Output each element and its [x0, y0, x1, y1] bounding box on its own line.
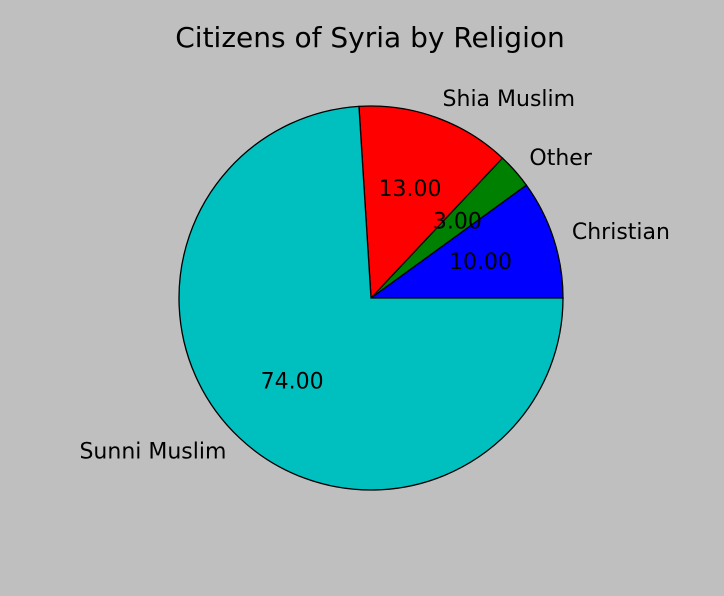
- chart-title: Citizens of Syria by Religion: [175, 21, 564, 54]
- category-label-other: Other: [529, 146, 592, 171]
- pie-slice-shia-muslim: [358, 105, 504, 300]
- pct-label-other: 3.00: [433, 209, 482, 234]
- pct-label-shia-muslim: 13.00: [379, 177, 442, 202]
- category-label-christian: Christian: [572, 220, 670, 245]
- pie-slice-christian: [368, 184, 564, 299]
- pie-slice-sunni-muslim: [178, 105, 564, 491]
- category-label-shia-muslim: Shia Muslim: [443, 87, 576, 112]
- percentage-labels: 10.00 3.00 13.00 74.00: [261, 177, 512, 394]
- pie-slices: [178, 105, 564, 491]
- pct-label-sunni-muslim: 74.00: [261, 369, 324, 394]
- category-labels: Christian Other Shia Muslim Sunni Muslim: [79, 87, 669, 465]
- pct-label-christian: 10.00: [449, 250, 512, 275]
- category-label-sunni-muslim: Sunni Muslim: [79, 439, 226, 464]
